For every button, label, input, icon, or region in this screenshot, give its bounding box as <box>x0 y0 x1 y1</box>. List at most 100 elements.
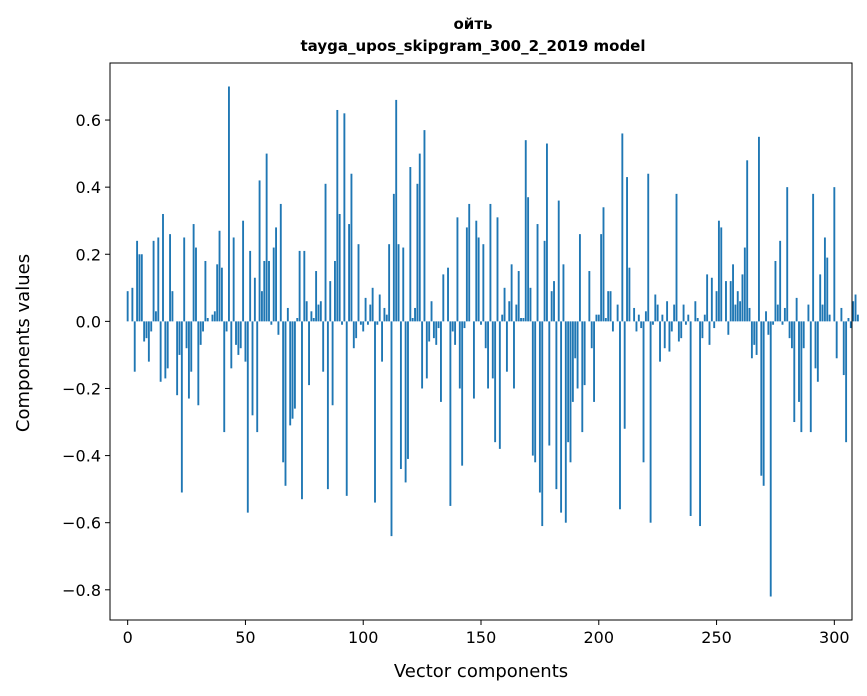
bar-233 <box>675 193 678 322</box>
bar-239 <box>689 321 692 516</box>
bar-87 <box>331 321 334 406</box>
bar-248 <box>710 277 713 322</box>
bar-262 <box>743 247 746 322</box>
bar-200 <box>597 314 600 322</box>
bar-3 <box>133 321 136 372</box>
bar-177 <box>543 240 546 322</box>
y-tick-label: 0.0 <box>76 312 101 331</box>
bar-80 <box>315 271 318 322</box>
bar-283 <box>793 321 796 423</box>
bar-19 <box>171 291 174 322</box>
bar-232 <box>673 304 676 322</box>
bar-289 <box>807 304 810 322</box>
bar-16 <box>164 321 167 379</box>
bar-29 <box>195 247 197 322</box>
bar-287 <box>802 321 805 349</box>
bar-21 <box>176 321 179 396</box>
bar-260 <box>739 301 742 322</box>
bar-series <box>126 86 859 597</box>
bar-201 <box>600 234 603 322</box>
bar-75 <box>303 250 306 322</box>
bar-245 <box>703 314 706 322</box>
bar-298 <box>828 314 831 322</box>
bar-190 <box>574 321 577 359</box>
bar-102 <box>366 321 369 325</box>
bar-268 <box>758 136 760 322</box>
bar-115 <box>397 244 400 322</box>
bar-237 <box>684 321 687 325</box>
bar-141 <box>458 321 461 389</box>
bar-220 <box>644 311 647 322</box>
bar-7 <box>143 321 146 342</box>
bar-204 <box>607 291 610 322</box>
bar-221 <box>647 173 650 322</box>
bar-153 <box>487 321 489 389</box>
bar-255 <box>727 321 730 335</box>
bar-269 <box>760 321 763 476</box>
x-tick-label: 300 <box>819 628 850 647</box>
bar-263 <box>746 160 749 322</box>
bar-42 <box>225 321 228 332</box>
bar-227 <box>661 314 664 322</box>
bar-196 <box>588 271 591 322</box>
bar-22 <box>178 321 181 355</box>
bar-134 <box>442 274 445 322</box>
bar-154 <box>489 203 492 322</box>
bar-150 <box>480 321 482 325</box>
bar-165 <box>515 304 518 322</box>
bar-217 <box>637 314 640 322</box>
bar-9 <box>147 321 150 362</box>
bar-281 <box>788 321 791 339</box>
bar-242 <box>696 318 699 322</box>
bar-56 <box>258 180 261 322</box>
bar-11 <box>152 240 155 322</box>
y-tick-label: −0.8 <box>62 581 101 600</box>
bar-183 <box>557 200 560 322</box>
bar-208 <box>616 304 619 322</box>
bar-17 <box>166 321 169 369</box>
bar-254 <box>725 281 727 322</box>
bar-79 <box>312 318 315 322</box>
bar-105 <box>374 321 376 503</box>
chart-title: ойть <box>454 15 493 33</box>
bar-223 <box>652 321 654 325</box>
bar-187 <box>567 321 570 443</box>
bar-64 <box>277 321 280 335</box>
bar-93 <box>345 321 348 496</box>
bar-132 <box>437 321 440 329</box>
bar-212 <box>626 177 628 322</box>
axis-ticks: 0 50 100 150 200 250 300 −0.8 −0.6 −0.4 −0.2 0.0 0.2… <box>62 111 849 647</box>
bar-147 <box>472 321 475 399</box>
bar-205 <box>609 291 612 322</box>
bar-32 <box>202 321 204 332</box>
bar-46 <box>235 321 237 345</box>
bar-270 <box>762 321 765 486</box>
bar-305 <box>845 321 848 443</box>
bar-78 <box>310 311 313 322</box>
bar-108 <box>381 321 383 362</box>
bar-126 <box>423 130 426 322</box>
bar-57 <box>260 291 263 322</box>
bar-209 <box>619 321 621 510</box>
bar-110 <box>385 314 388 322</box>
bar-49 <box>242 220 245 322</box>
bar-206 <box>611 321 614 332</box>
bar-157 <box>496 217 499 322</box>
bar-138 <box>451 321 454 332</box>
bar-219 <box>642 321 645 463</box>
chart-subtitle: tayga_upos_skipgram_300_2_2019 model <box>301 37 646 55</box>
bar-218 <box>640 321 643 329</box>
bar-181 <box>553 281 555 322</box>
bar-136 <box>447 267 449 322</box>
bar-142 <box>461 321 464 466</box>
bar-194 <box>583 321 586 386</box>
bar-259 <box>736 291 739 322</box>
bar-307 <box>849 321 852 329</box>
bar-121 <box>411 318 414 322</box>
bar-285 <box>798 321 800 402</box>
bar-114 <box>395 99 398 322</box>
bar-197 <box>590 321 593 349</box>
bar-129 <box>430 301 433 322</box>
bar-128 <box>428 321 431 342</box>
bar-92 <box>343 113 346 322</box>
